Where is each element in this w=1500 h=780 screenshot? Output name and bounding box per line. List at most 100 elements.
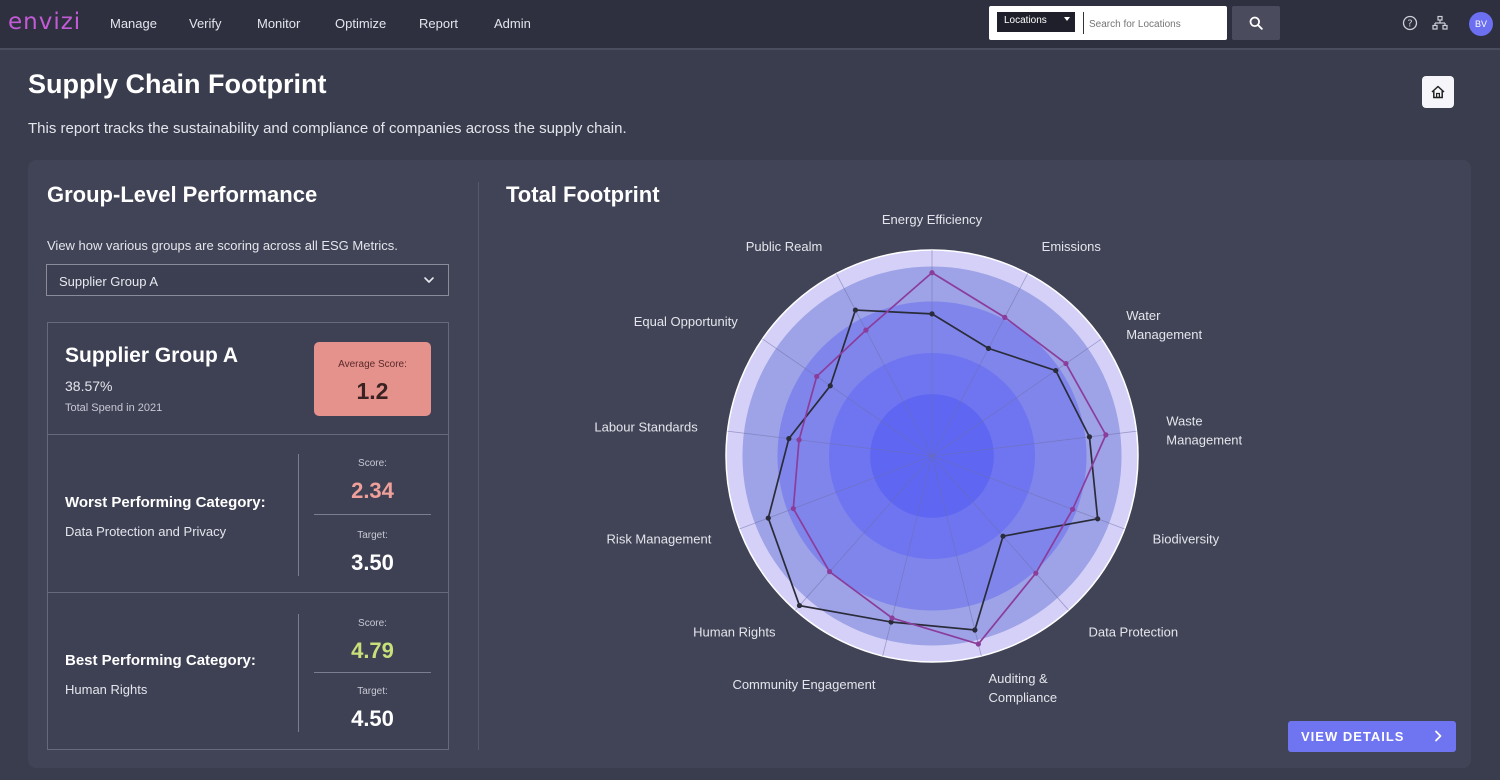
radar-point [1086, 434, 1093, 440]
nav-manage[interactable]: Manage [110, 16, 157, 31]
radar-point [1053, 367, 1059, 374]
home-icon [1431, 85, 1445, 99]
best-score-label: Score: [358, 618, 387, 629]
worst-target-value: 3.50 [351, 550, 394, 575]
best-target-value: 4.50 [351, 706, 394, 731]
radar-point [765, 515, 771, 521]
radar-spoke [931, 455, 1125, 530]
view-details-button[interactable]: VIEW DETAILS [1288, 721, 1456, 752]
radar-point [985, 345, 992, 351]
radar-point [827, 383, 833, 389]
footprint-title: Total Footprint [506, 182, 660, 207]
search-scope-label: Locations [1004, 15, 1047, 26]
radar-chart: Energy Efficiency Emissions Water Managemen… [594, 212, 1242, 705]
radar-category-label: Data Protection [1088, 625, 1178, 640]
group-select-value: Supplier Group A [59, 274, 159, 289]
nav-admin[interactable]: Admin [494, 16, 531, 31]
best-category-name: Human Rights [65, 682, 148, 697]
view-details-label: VIEW DETAILS [1301, 729, 1405, 744]
radar-point [889, 615, 895, 621]
page-description: This report tracks the sustainability an… [28, 120, 627, 137]
radar-category-label: Auditing & Compliance [988, 671, 1057, 705]
radar-category-label: Human Rights [693, 625, 776, 640]
radar-point [796, 437, 802, 443]
radar-point [975, 641, 981, 647]
radar-point [1063, 360, 1069, 367]
radar-point [1033, 570, 1039, 576]
caret-down-icon [1064, 17, 1070, 21]
logo[interactable]: envizi [8, 9, 82, 35]
search-input[interactable] [1087, 12, 1221, 36]
radar-spoke [931, 338, 1102, 457]
radar-point [786, 436, 792, 442]
worst-target-label: Target: [357, 530, 388, 541]
section-divider [478, 182, 479, 750]
radar-series-line [792, 271, 1107, 645]
worst-divider [298, 454, 299, 576]
radar-point [863, 327, 869, 333]
nav-monitor[interactable]: Monitor [257, 16, 301, 31]
radar-category-label: Emissions [1042, 239, 1102, 254]
top-nav: envizi Manage Verify Monitor Optimize Re… [0, 0, 1500, 50]
nav-report[interactable]: Report [419, 16, 459, 31]
radar-point [929, 311, 935, 317]
chevron-right-icon [1435, 730, 1442, 742]
avatar[interactable]: BV [1469, 12, 1493, 36]
search-bar: Locations [989, 6, 1227, 40]
radar-point [929, 270, 935, 276]
radar-category-label: Waste Management [1166, 414, 1242, 448]
radar-point [1095, 516, 1101, 522]
radar-category-label: Labour Standards [594, 420, 698, 435]
radar-point [852, 307, 859, 313]
radar-category-label: Community Engagement [732, 677, 875, 692]
radar-spoke [931, 455, 982, 657]
search-button[interactable] [1232, 6, 1280, 40]
group-name: Supplier Group A [65, 344, 239, 367]
radar-spoke [727, 430, 933, 457]
svg-text:?: ? [1407, 19, 1412, 30]
best-score-divider [314, 672, 431, 673]
nav-verify[interactable]: Verify [189, 16, 222, 31]
worst-score-label: Score: [358, 458, 387, 469]
worst-score-divider [314, 514, 431, 515]
radar-spoke [931, 273, 1029, 457]
radar-category-label: Energy Efficiency [882, 212, 983, 227]
worst-category-name: Data Protection and Privacy [65, 524, 227, 539]
help-icon[interactable]: ? [1402, 15, 1418, 31]
radar-point [790, 505, 796, 512]
page-title: Supply Chain Footprint [28, 69, 327, 99]
radar-point [814, 373, 820, 380]
radar-category-label: Public Realm [746, 239, 823, 254]
best-divider [298, 614, 299, 732]
radar-point [1002, 314, 1008, 320]
search-icon [1249, 16, 1263, 30]
radar-spoke [931, 430, 1137, 457]
radar-series-line [767, 309, 1099, 631]
best-category-title: Best Performing Category: [65, 652, 256, 669]
chevron-down-icon [424, 277, 434, 283]
home-button[interactable] [1422, 76, 1454, 108]
search-scope-select[interactable]: Locations [997, 12, 1075, 32]
radar-spoke [762, 338, 933, 457]
worst-score-value: 2.34 [351, 478, 394, 503]
radar-point [826, 569, 833, 575]
best-target-label: Target: [357, 686, 388, 697]
group-percent: 38.57% [65, 378, 113, 394]
radar-point [1070, 506, 1076, 512]
radar-category-label: Risk Management [607, 532, 712, 547]
radar-point [1103, 432, 1109, 438]
group-select[interactable]: Supplier Group A [46, 264, 449, 296]
radar-category-label: Biodiversity [1153, 532, 1220, 547]
panel-divider [48, 434, 448, 435]
average-score-value: 1.2 [356, 378, 389, 404]
hierarchy-icon[interactable] [1432, 15, 1448, 31]
nav-optimize[interactable]: Optimize [335, 16, 387, 31]
best-score-value: 4.79 [351, 638, 394, 663]
radar-spoke [835, 273, 933, 457]
panel-divider [48, 592, 448, 593]
radar-spoke [739, 455, 933, 530]
radar-spoke [795, 455, 933, 611]
radar-spoke [931, 455, 1069, 611]
worst-category-title: Worst Performing Category: [65, 494, 266, 511]
radar-point [972, 627, 978, 633]
